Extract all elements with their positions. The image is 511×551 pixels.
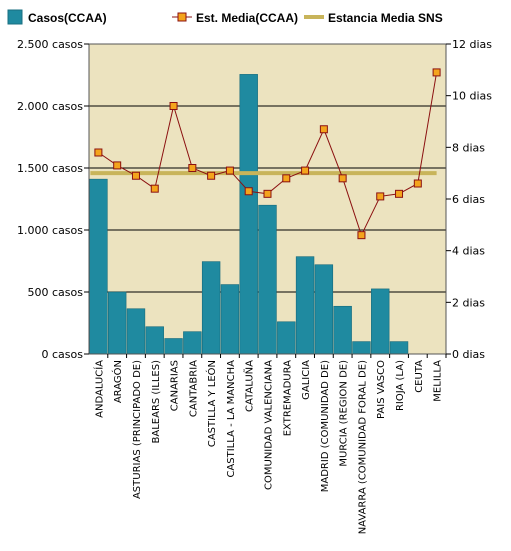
bar [201, 261, 221, 355]
legend-marker-est-media [177, 12, 187, 22]
right-tick-label: 2 dias [452, 296, 485, 309]
line-marker [338, 174, 347, 183]
bar-series-casos [89, 74, 409, 355]
legend-label-casos: Casos(CCAA) [28, 11, 107, 25]
category-label: GALICIA [301, 360, 312, 400]
category-label: RIOJA (LA) [395, 360, 406, 411]
category-label: ASTURIAS (PRINCIPADO DE) [132, 360, 143, 499]
left-axis: 0 casos 500 casos 1.000 casos 1.500 casos 2.… [17, 38, 89, 361]
category-label: MADRID (COMUNIDAD DE) [320, 360, 331, 492]
line-marker [131, 171, 140, 180]
line-marker [376, 192, 385, 201]
bar [314, 264, 334, 355]
category-label: CATALUÑA [243, 360, 256, 412]
line-marker [94, 148, 103, 157]
category-label: CASTILLA - LA MANCHA [226, 360, 237, 478]
category-label: MELILLA [433, 360, 444, 402]
bar [389, 341, 409, 355]
line-marker [113, 161, 122, 170]
line-marker [263, 189, 272, 198]
bar [145, 326, 164, 355]
category-axis: ANDALUCÍA ARAGÓN ASTURIAS (PRINCIPADO DE) B… [92, 354, 447, 534]
bar [107, 291, 127, 355]
left-tick-label: 500 casos [28, 286, 84, 299]
left-tick-label: 1.000 casos [17, 224, 83, 237]
bar [183, 331, 202, 355]
category-label: NAVARRA (COMUNIDAD FORAL DE) [357, 360, 368, 534]
legend-label-est-media: Est. Media(CCAA) [196, 11, 298, 25]
bar [295, 256, 315, 355]
bar [371, 288, 390, 355]
right-tick-label: 12 dias [452, 38, 492, 51]
right-tick-label: 0 dias [452, 348, 485, 361]
line-marker [301, 166, 310, 175]
category-label: BALEARS (ILLES) [151, 360, 162, 444]
legend-swatch-casos [7, 9, 23, 25]
line-marker [395, 189, 404, 198]
legend-label-estancia-sns: Estancia Media SNS [328, 11, 443, 25]
line-marker [225, 166, 234, 175]
category-label: PAIS VASCO [376, 360, 387, 419]
category-label: CASTILLA Y LEÓN [205, 360, 218, 447]
line-marker [244, 187, 253, 196]
line-marker [207, 171, 216, 180]
bar [352, 341, 371, 355]
left-tick-label: 2.000 casos [17, 100, 83, 113]
bar [89, 178, 108, 355]
right-tick-label: 10 dias [452, 90, 492, 103]
line-marker [150, 184, 159, 193]
bar [126, 308, 146, 355]
left-tick-label: 1.500 casos [17, 162, 83, 175]
right-tick-label: 8 dias [452, 141, 485, 154]
right-tick-label: 4 dias [452, 245, 485, 258]
bar [239, 74, 258, 355]
category-label: ANDALUCÍA [92, 360, 105, 418]
line-marker [357, 231, 366, 240]
category-label: CANTABRIA [188, 360, 199, 417]
line-marker [413, 179, 422, 188]
bar [277, 321, 296, 355]
line-marker [169, 102, 178, 110]
line-marker [188, 164, 197, 172]
line-marker [319, 125, 328, 134]
bar [164, 338, 183, 355]
category-label: COMUNIDAD VALENCIANA [264, 360, 275, 490]
left-tick-label: 2.500 casos [17, 38, 83, 51]
line-marker [282, 174, 291, 183]
legend: Casos(CCAA) Est. Media(CCAA) Estancia Me… [7, 9, 443, 25]
right-tick-label: 6 dias [452, 193, 485, 206]
line-series-est-media [94, 68, 441, 240]
bar [333, 305, 352, 355]
category-label: CEUTA [414, 360, 425, 393]
left-tick-label: 0 casos [42, 348, 84, 361]
bar [258, 204, 277, 355]
right-axis: 0 dias 2 dias 4 dias 6 dias 8 dias 10 dias 12 … [446, 38, 492, 361]
category-label: EXTREMADURA [282, 360, 293, 436]
category-label: ARAGÓN [111, 360, 124, 403]
category-label: MURCIA (REGION DE) [339, 360, 350, 467]
bar [220, 284, 240, 355]
category-label: CANARIAS [170, 360, 181, 411]
line-marker [432, 68, 441, 77]
